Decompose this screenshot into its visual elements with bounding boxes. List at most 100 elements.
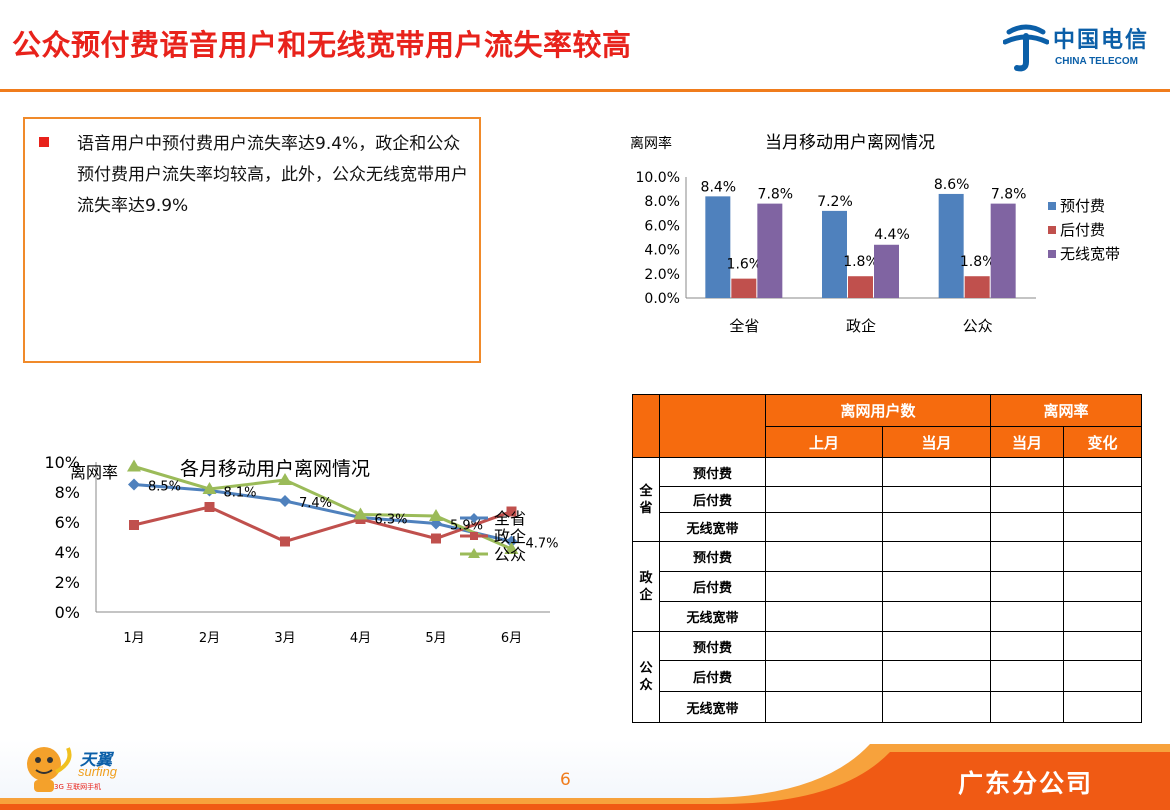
- bar-data-label: 7.8%: [758, 187, 794, 203]
- table-cell: [990, 512, 1064, 542]
- bar-data-label: 1.8%: [960, 254, 996, 270]
- y-tick-label: 0%: [55, 603, 80, 622]
- series-line-全省: [133, 483, 512, 543]
- row-type-label: 后付费: [659, 660, 766, 692]
- row-type-label: 预付费: [659, 541, 766, 572]
- slide-title: 公众预付费语音用户和无线宽带用户流失率较高: [12, 28, 632, 62]
- table-cell: [882, 486, 991, 513]
- table-cell: [765, 486, 883, 513]
- bar-预付费: [705, 196, 731, 298]
- line-data-label: 6.3%: [375, 513, 408, 528]
- tianyi-name-en: surfing: [78, 764, 118, 779]
- table-cell: [990, 601, 1064, 632]
- header-churn-rate: 离网率: [990, 394, 1142, 427]
- legend-label: 公众: [494, 545, 526, 564]
- telecom-name-en: CHINA TELECOM: [1055, 56, 1138, 67]
- summary-text: 语音用户中预付费用户流失率达9.4%，政企和公众预付费用户流失率均较高，此外，公…: [77, 134, 468, 216]
- table-cell: [990, 691, 1064, 723]
- legend-swatch: [1048, 226, 1056, 234]
- chart-title: 当月移动用户离网情况: [765, 133, 935, 153]
- legend-marker: [468, 548, 480, 558]
- table-cell: [765, 541, 883, 572]
- table-cell: [990, 457, 1064, 487]
- x-tick-label: 4月: [350, 631, 371, 646]
- y-tick-label: 8%: [55, 483, 80, 502]
- data-point: [129, 520, 139, 530]
- row-type-label: 后付费: [659, 486, 766, 513]
- table-cell: [882, 512, 991, 542]
- table-cell: [765, 660, 883, 692]
- data-point: [431, 533, 441, 544]
- tianyi-logo: 天翼 surfing 3G 互联网手机: [16, 742, 134, 802]
- legend-label: 后付费: [1060, 221, 1105, 239]
- table-cell: [882, 660, 991, 692]
- y-tick-label: 4%: [55, 543, 80, 562]
- branch-name: 广东分公司: [958, 769, 1094, 798]
- table-row: 无线宽带: [633, 601, 1142, 632]
- y-tick-label: 10%: [44, 453, 80, 472]
- table-cell: [882, 457, 991, 487]
- table-cell: [990, 631, 1064, 661]
- series-line-公众: [133, 465, 513, 551]
- table-cell: [765, 601, 883, 632]
- line-data-label: 4.7%: [526, 537, 559, 552]
- header-rate-change: 变化: [1063, 426, 1142, 458]
- group-label: 全 省: [632, 457, 660, 542]
- table-corner: [632, 394, 660, 458]
- bar-后付费: [848, 276, 873, 298]
- x-tick-label: 全省: [729, 317, 759, 335]
- bar-预付费: [938, 193, 964, 298]
- bar-无线宽带: [757, 203, 783, 298]
- bar-data-label: 4.4%: [874, 227, 910, 243]
- summary-textbox: 语音用户中预付费用户流失率达9.4%，政企和公众预付费用户流失率均较高，此外，公…: [23, 117, 481, 363]
- table-cell: [1063, 541, 1142, 572]
- row-type-label: 预付费: [659, 457, 766, 487]
- y-tick-label: 6%: [55, 513, 80, 532]
- table-cell: [990, 571, 1064, 602]
- bullet-square-icon: [39, 137, 49, 147]
- table-corner-type: [659, 394, 766, 458]
- bar-data-label: 1.8%: [843, 254, 879, 270]
- table-cell: [990, 486, 1064, 513]
- header-churn-users: 离网用户数: [765, 394, 991, 427]
- row-type-label: 无线宽带: [659, 601, 766, 632]
- data-point: [128, 478, 140, 491]
- bar-后付费: [731, 278, 757, 298]
- telecom-name-cn: 中国电信: [1053, 28, 1150, 53]
- x-tick-label: 1月: [123, 631, 144, 646]
- table-cell: [1063, 457, 1142, 487]
- x-tick-label: 6月: [501, 631, 522, 646]
- bar-无线宽带: [874, 244, 899, 298]
- table-row: 后付费: [633, 571, 1142, 602]
- tiger-mascot-icon: [27, 747, 72, 792]
- group-label: 政 企: [632, 541, 660, 632]
- table-row: 后付费: [633, 486, 1142, 513]
- table-row: 无线宽带: [633, 512, 1142, 542]
- line-data-label: 5.9%: [450, 519, 483, 534]
- y-axis-label: 离网率: [70, 463, 118, 482]
- line-data-label: 7.4%: [299, 496, 332, 511]
- table-cell: [882, 571, 991, 602]
- data-point: [202, 482, 217, 494]
- bar-data-label: 7.2%: [817, 194, 853, 210]
- bar-data-label: 7.8%: [991, 187, 1027, 203]
- line-data-label: 8.1%: [224, 486, 257, 501]
- line-data-label: 8.5%: [148, 480, 181, 495]
- y-tick-label: 8.0%: [644, 194, 680, 210]
- tianyi-slogan: 3G 互联网手机: [54, 783, 102, 791]
- legend-swatch: [1048, 202, 1056, 210]
- bar-预付费: [822, 210, 847, 298]
- table-cell: [1063, 691, 1142, 723]
- table-cell: [765, 512, 883, 542]
- row-type-label: 预付费: [659, 631, 766, 661]
- row-type-label: 无线宽带: [659, 512, 766, 542]
- bar-data-label: 8.4%: [701, 179, 737, 195]
- y-tick-label: 10.0%: [636, 170, 680, 186]
- table-row: 公 众 预付费: [632, 631, 1142, 723]
- data-point: [429, 509, 443, 521]
- bar-chart-current-month: 当月移动用户离网情况 离网率 0.0% 2.0% 4.0% 6.0% 8.0% 10.0% 全省…: [630, 133, 1120, 335]
- data-point: [279, 495, 291, 507]
- legend-swatch: [1048, 250, 1056, 258]
- legend-label: 预付费: [1060, 197, 1105, 215]
- churn-table: 离网用户数 离网率 上月 当月 当月 变化 全 省 预付费 后付费 无线宽带 政…: [632, 394, 1142, 723]
